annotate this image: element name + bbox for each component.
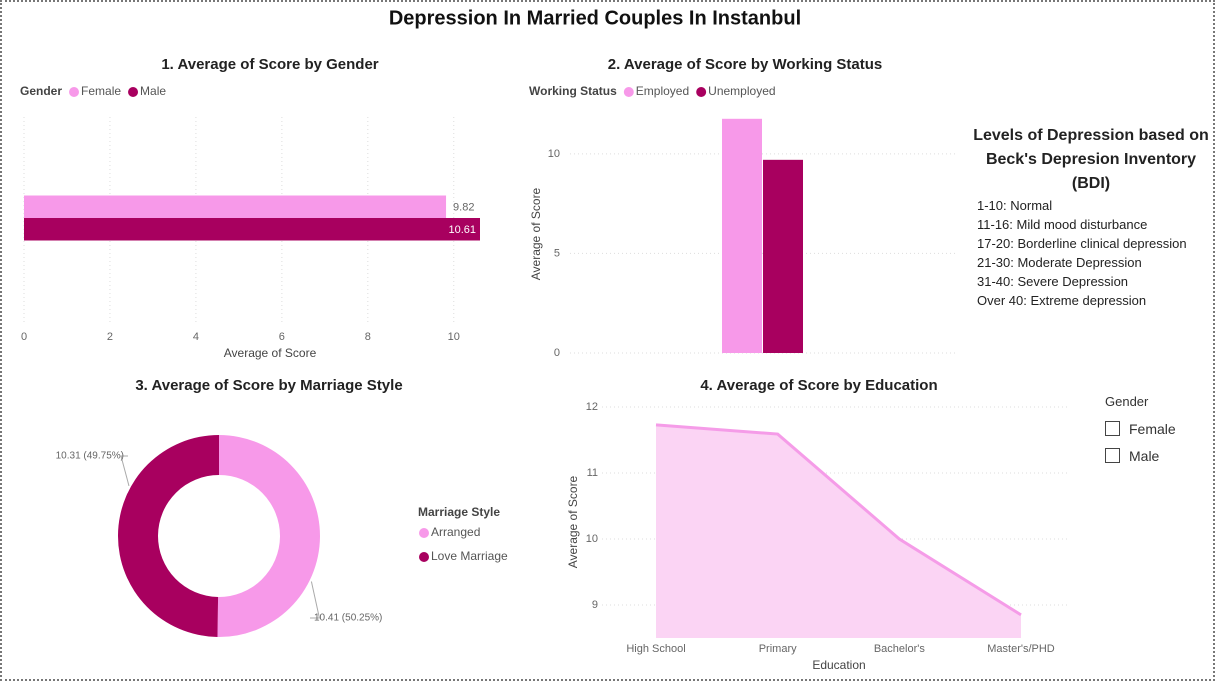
x-tick-label: 6 [279,331,285,343]
donut-slice [217,435,320,637]
legend-swatch [696,87,707,97]
legend-swatch [419,552,429,562]
leader-line [120,455,130,487]
slicer-option[interactable]: Female [1105,415,1176,442]
y-tick-label: 9 [592,599,598,611]
y-tick-label: 10 [548,148,560,160]
legend-label: Unemployed [708,84,775,98]
bdi-item: 1-10: Normal [977,198,1053,213]
x-tick-label: High School [626,643,685,655]
chart-title: 3. Average of Score by Marriage Style [135,377,402,394]
x-tick-label: 0 [21,331,27,343]
data-label: 10.31 (49.75%) [56,451,124,462]
bar [763,159,803,353]
legend-label: Love Marriage [431,549,508,563]
checkbox[interactable] [1105,448,1120,463]
legend-swatch [69,87,80,97]
legend-swatch [419,528,429,538]
legend-title: Working Status [529,84,617,98]
data-label: 10.41 (50.25%) [314,613,382,624]
data-label: 10.61 [448,224,476,236]
x-tick-label: Primary [759,643,797,655]
y-tick-label: 0 [554,347,560,359]
y-axis-label: Average of Score [566,475,580,568]
donut-slice [117,435,219,637]
option-label[interactable]: Female [1129,420,1176,437]
x-tick-label: Bachelor's [874,643,926,655]
y-tick-label: 10 [586,533,598,545]
y-tick-label: 12 [586,401,598,413]
y-tick-label: 5 [554,247,560,259]
x-tick-label: 8 [365,331,371,343]
x-tick-label: Master's/PHD [987,643,1055,655]
checkbox[interactable] [1105,421,1120,436]
bar [24,218,480,241]
slicer-title: Gender [1105,394,1149,409]
gender-slicer: Gender Female Male [1105,394,1176,469]
legend-label: Female [81,84,121,98]
x-axis-label: Average of Score [224,346,317,360]
bar [722,118,762,354]
leader-line [310,581,321,619]
x-tick-label: 10 [448,331,460,343]
dashboard-title: Depression In Married Couples In Instanb… [389,7,801,29]
bdi-item: 11-16: Mild mood disturbance [977,217,1148,232]
legend-title: Gender [20,84,62,98]
y-tick-label: 11 [587,467,598,479]
chart-title: 2. Average of Score by Working Status [608,56,883,73]
option-label[interactable]: Male [1129,447,1160,464]
legend-label: Employed [636,84,689,98]
y-axis-label: Average of Score [529,187,543,280]
bdi-item: Over 40: Extreme depression [977,293,1147,308]
bdi-item: 31-40: Severe Depression [977,274,1129,289]
bdi-panel: Levels of Depression based on Beck's Dep… [972,124,1210,310]
slicer-option[interactable]: Male [1105,442,1176,469]
area-line [655,423,1022,617]
x-axis-label: Education [812,658,865,672]
x-tick-label: 2 [107,331,113,343]
area-fill [656,424,1021,638]
bdi-item: 21-30: Moderate Depression [977,255,1142,270]
legend-swatch [623,87,634,97]
chart-title: 4. Average of Score by Education [700,377,937,394]
bar [24,195,447,218]
legend-swatch [128,87,139,97]
legend-label: Arranged [431,525,480,539]
chart-title: 1. Average of Score by Gender [161,56,378,73]
data-label: 9.82 [453,202,474,214]
x-tick-label: 4 [193,331,199,343]
bdi-title: Levels of Depression based on Beck's Dep… [973,127,1209,192]
bdi-item: 17-20: Borderline clinical depression [977,236,1187,251]
legend-title: Marriage Style [418,505,500,519]
legend-label: Male [140,84,166,98]
